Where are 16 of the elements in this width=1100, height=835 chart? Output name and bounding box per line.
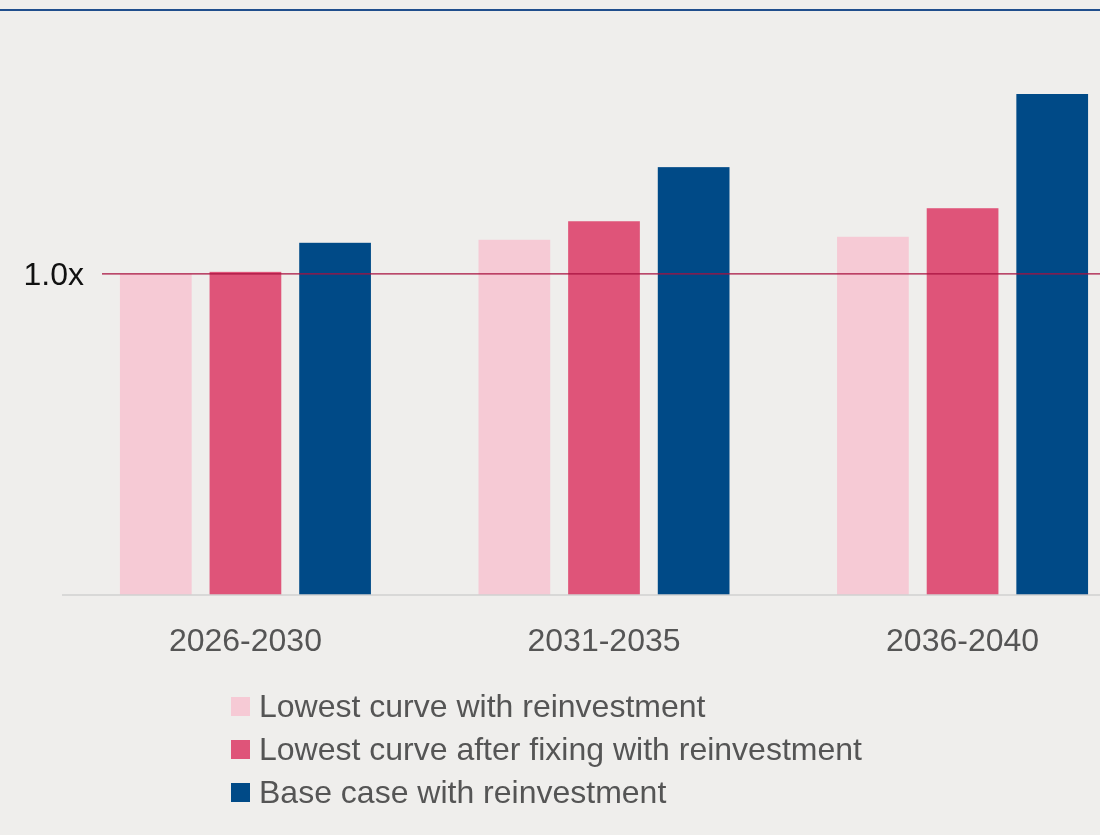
legend-label: Lowest curve with reinvestment bbox=[259, 688, 706, 725]
x-tick-label: 2026-2030 bbox=[168, 622, 322, 659]
bar bbox=[837, 236, 909, 595]
bar bbox=[478, 239, 551, 595]
legend-label: Lowest curve after fixing with reinvestment bbox=[259, 731, 863, 768]
bar bbox=[1016, 94, 1089, 595]
bar bbox=[926, 208, 999, 595]
legend-label: Base case with reinvestment bbox=[259, 774, 667, 811]
x-tick-label: 2031-2035 bbox=[527, 622, 681, 659]
bar bbox=[299, 242, 371, 595]
bar bbox=[568, 221, 640, 595]
bar bbox=[657, 167, 730, 595]
x-tick-label: 2036-2040 bbox=[886, 622, 1040, 659]
bar bbox=[119, 273, 192, 595]
ref-line-label: 1.0x bbox=[23, 256, 84, 293]
bar bbox=[209, 271, 282, 595]
